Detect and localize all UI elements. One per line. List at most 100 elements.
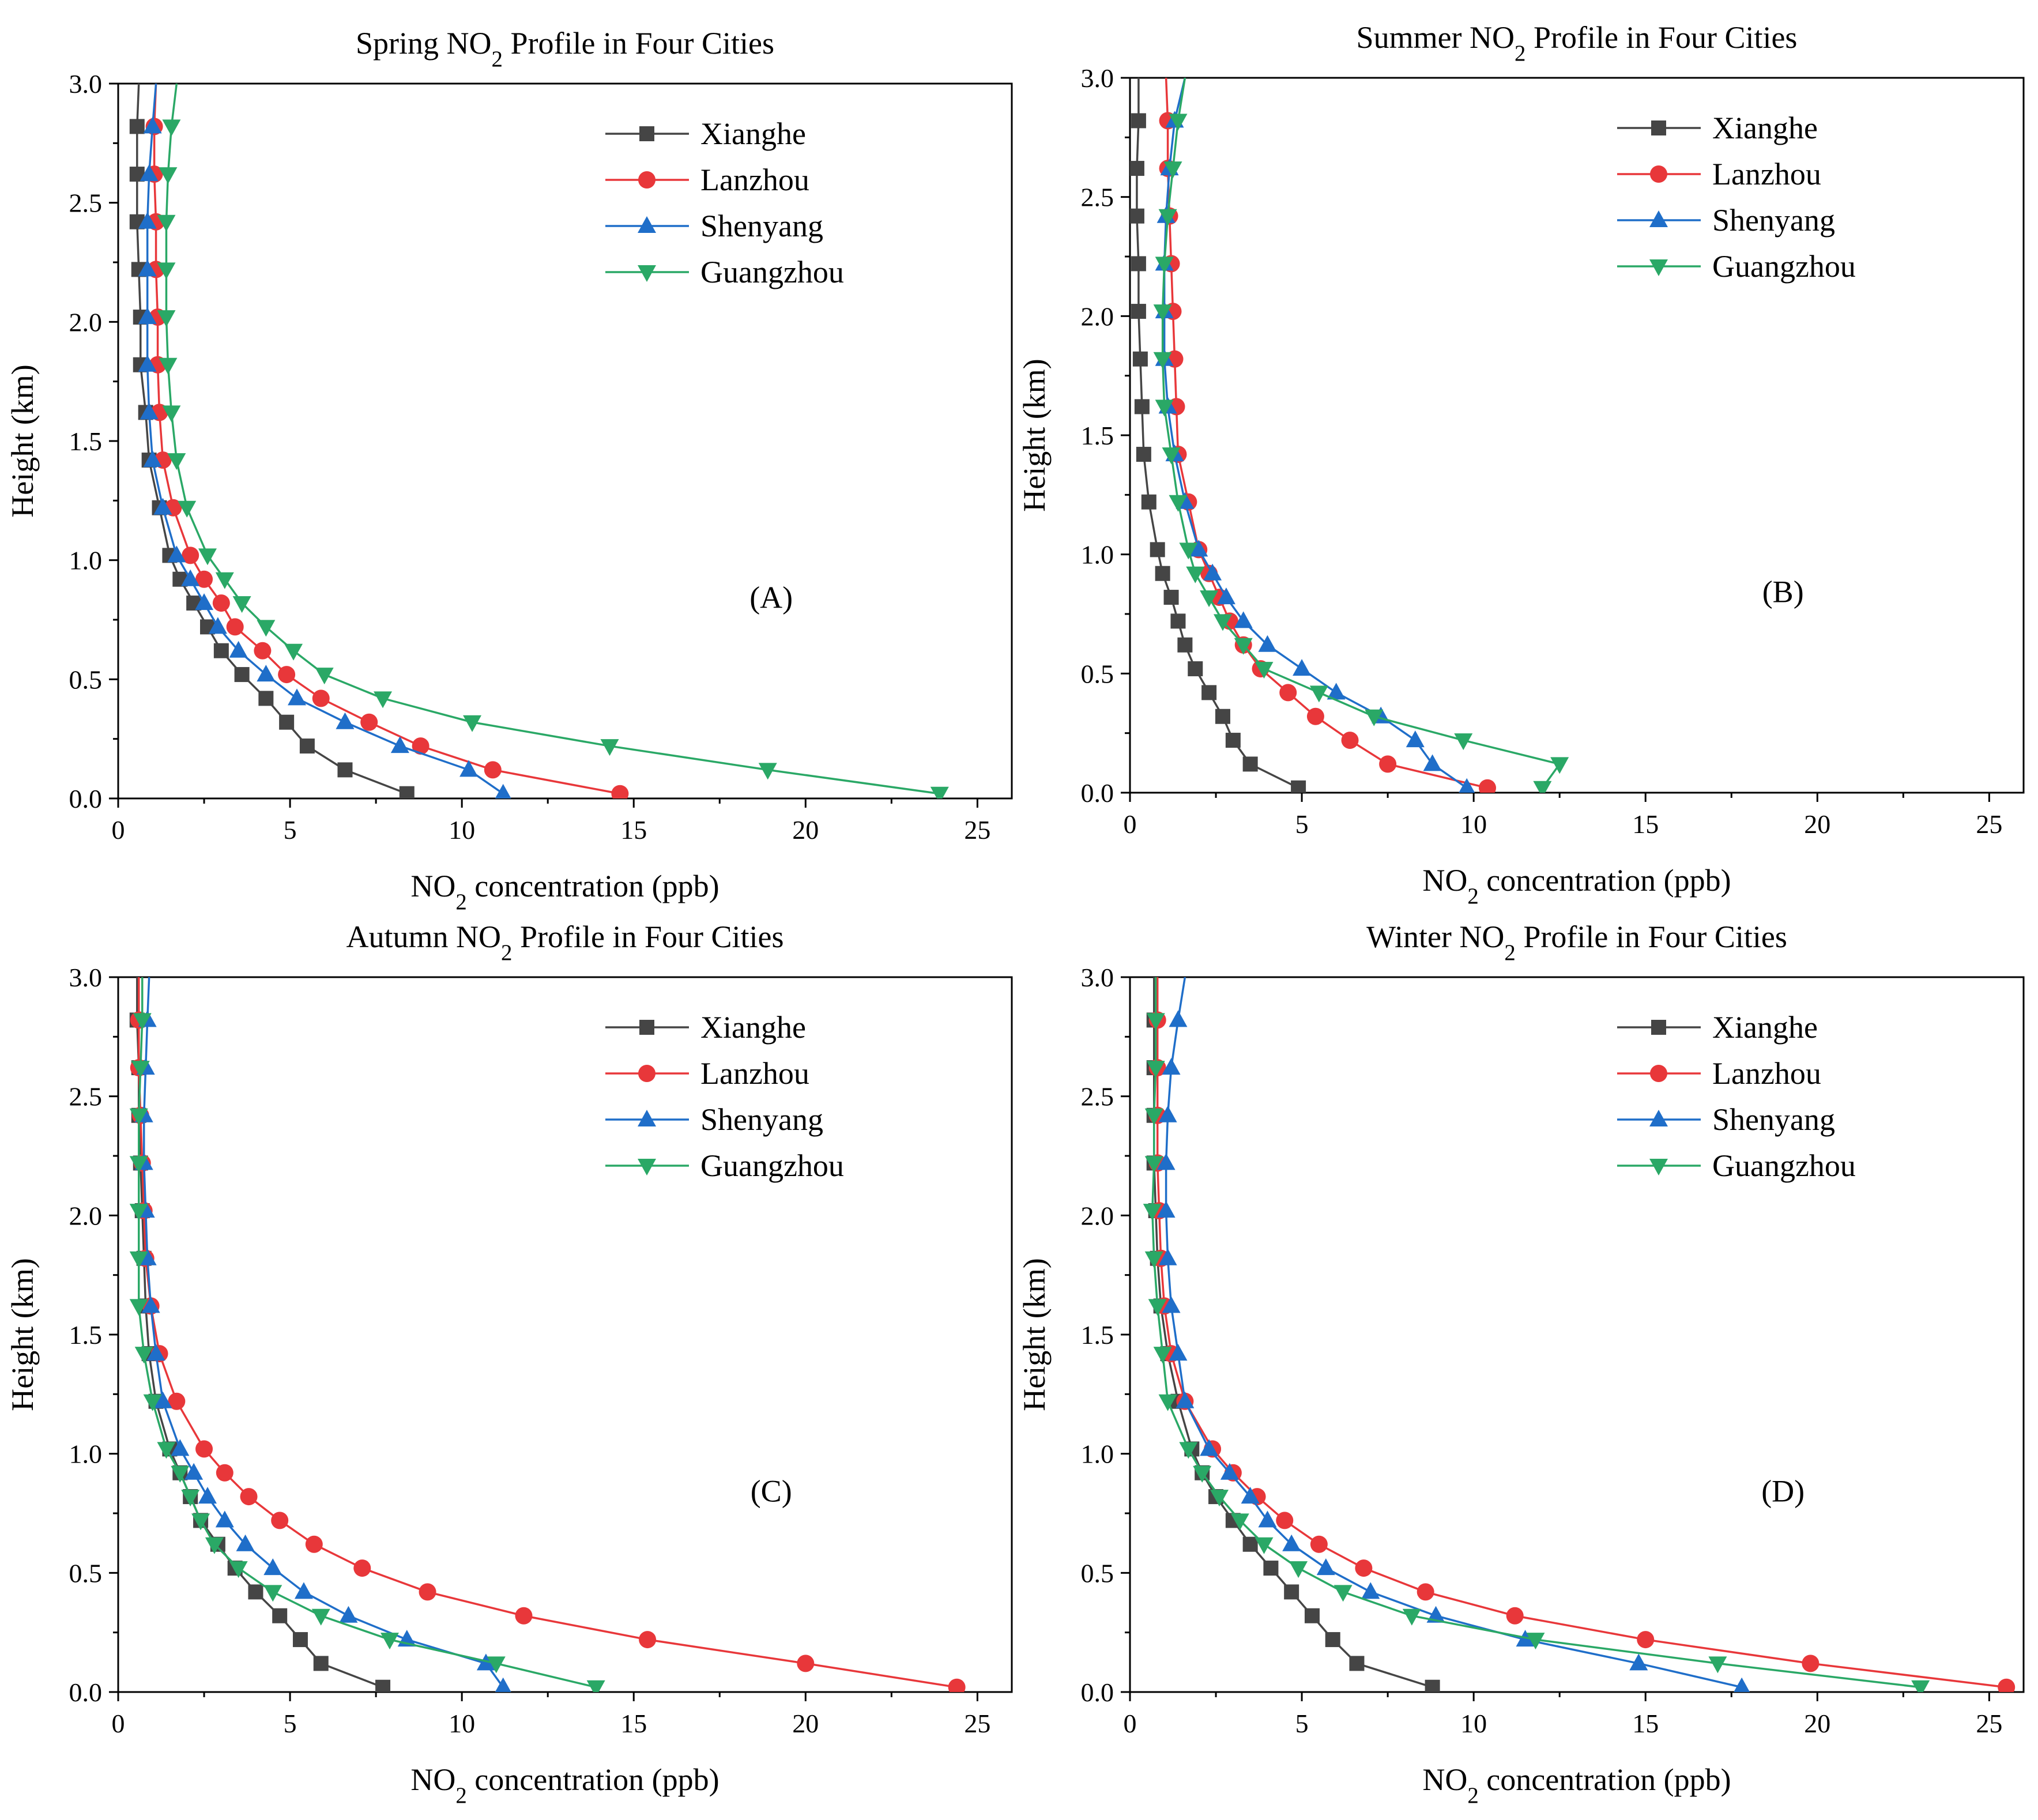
- data-point-lanzhou-d: [1998, 1678, 2016, 1692]
- series-lanzhou-a: [145, 84, 629, 798]
- x-tick-label-d: 10: [1460, 1709, 1487, 1738]
- x-tick-label-c: 5: [284, 1709, 297, 1738]
- panel-tag-b: (B): [1762, 574, 1804, 609]
- data-point-shenyang-a: [153, 498, 172, 515]
- data-point-lanzhou-c: [797, 1655, 815, 1672]
- data-point-guangzhou-a: [930, 786, 949, 798]
- data-point-lanzhou-c: [515, 1607, 533, 1625]
- legend-b: Xianghe Lanzhou Shenyang Guangzhou: [1617, 111, 1856, 284]
- x-axis-label-a: NO2 concentration (ppb): [410, 869, 719, 914]
- data-point-guangzhou-a: [159, 357, 178, 375]
- data-point-xianghe-b: [1131, 113, 1146, 129]
- data-point-shenyang-b: [1423, 754, 1442, 771]
- y-tick-label-d: 2.0: [1081, 1201, 1114, 1230]
- y-tick-label-a: 0.0: [69, 784, 103, 813]
- data-point-lanzhou-c: [948, 1678, 966, 1692]
- series-line-shenyang-d: [1165, 977, 1742, 1689]
- data-point-lanzhou-c: [419, 1583, 436, 1601]
- x-tick-label-c: 10: [449, 1709, 475, 1738]
- y-tick-label-c: 1.0: [69, 1440, 103, 1469]
- legend-label-lanzhou-b: Lanzhou: [1712, 157, 1821, 191]
- legend-d: Xianghe Lanzhou Shenyang Guangzhou: [1617, 1010, 1856, 1183]
- y-tick-label-d: 2.5: [1081, 1082, 1114, 1111]
- data-point-guangzhou-d: [1144, 1251, 1163, 1268]
- data-point-shenyang-b: [1293, 659, 1312, 676]
- data-point-guangzhou-b: [1179, 542, 1198, 560]
- legend-marker-shenyang-c: [638, 1110, 656, 1126]
- data-point-shenyang-c: [215, 1510, 234, 1528]
- legend-item-shenyang-d: Shenyang: [1617, 1102, 1835, 1137]
- data-point-guangzhou-c: [129, 1299, 148, 1316]
- data-point-guangzhou-b: [1155, 400, 1174, 417]
- legend-marker-xianghe-c: [639, 1020, 654, 1035]
- legend-item-xianghe-d: Xianghe: [1617, 1010, 1818, 1045]
- y-tick-label-a: 1.5: [69, 427, 103, 456]
- data-point-guangzhou-d: [1153, 1347, 1172, 1364]
- data-point-shenyang-d: [1316, 1558, 1335, 1576]
- legend-item-lanzhou-b: Lanzhou: [1617, 157, 1821, 191]
- data-point-xianghe-a: [299, 738, 315, 754]
- series-xianghe-b: [1130, 78, 1306, 793]
- data-point-guangzhou-a: [162, 119, 181, 137]
- x-tick-label-a: 5: [284, 815, 297, 845]
- chart-panel-b: Summer NO2 Profile in Four Cities 0 5 10 15 2…: [1017, 20, 2025, 909]
- data-point-shenyang-a: [459, 760, 479, 777]
- data-point-lanzhou-d: [1310, 1535, 1328, 1553]
- data-point-xianghe-c: [313, 1656, 329, 1671]
- legend-label-xianghe-a: Xianghe: [700, 116, 806, 151]
- x-tick-label-c: 0: [112, 1709, 125, 1738]
- legend-label-guangzhou-a: Guangzhou: [700, 255, 844, 289]
- data-point-guangzhou-a: [600, 739, 619, 756]
- data-point-lanzhou-a: [412, 737, 430, 755]
- legend-marker-shenyang-a: [638, 216, 656, 233]
- x-tick-label-a: 20: [792, 815, 819, 845]
- data-point-guangzhou-a: [162, 405, 181, 423]
- y-tick-label-c: 0.5: [69, 1558, 103, 1588]
- legend-item-lanzhou-c: Lanzhou: [605, 1056, 809, 1091]
- series-xianghe-c: [129, 977, 391, 1692]
- legend-marker-xianghe-d: [1651, 1020, 1666, 1035]
- legend-item-xianghe-c: Xianghe: [605, 1010, 806, 1045]
- panel-tag-c: (C): [751, 1474, 792, 1508]
- data-point-guangzhou-c: [129, 1251, 148, 1268]
- y-axis-label-c: Height (km): [5, 1258, 40, 1411]
- data-point-xianghe-b: [1225, 733, 1241, 748]
- y-tick-label-d: 1.5: [1081, 1320, 1114, 1350]
- legend-marker-lanzhou-a: [638, 171, 656, 189]
- legend-label-guangzhou-c: Guangzhou: [700, 1148, 844, 1183]
- data-point-guangzhou-b: [1162, 447, 1181, 465]
- data-point-guangzhou-d: [1179, 1442, 1198, 1459]
- data-point-guangzhou-c: [191, 1513, 210, 1531]
- data-point-shenyang-a: [138, 355, 157, 372]
- data-point-guangzhou-d: [1144, 1156, 1163, 1173]
- data-point-guangzhou-c: [133, 1013, 152, 1030]
- series-shenyang-c: [134, 977, 511, 1692]
- legend-item-shenyang-b: Shenyang: [1617, 203, 1835, 238]
- data-point-shenyang-a: [138, 259, 157, 277]
- y-tick-label-b: 0.5: [1081, 659, 1114, 688]
- x-tick-label-b: 25: [1976, 809, 2002, 839]
- data-point-lanzhou-d: [1506, 1607, 1524, 1625]
- data-point-xianghe-c: [248, 1584, 263, 1600]
- legend-item-guangzhou-b: Guangzhou: [1617, 249, 1856, 284]
- x-tick-label-a: 10: [449, 815, 475, 845]
- y-tick-label-a: 0.5: [69, 665, 103, 694]
- data-point-lanzhou-b: [1279, 684, 1297, 702]
- data-point-shenyang-c: [198, 1487, 217, 1504]
- data-point-xianghe-d: [1304, 1608, 1320, 1623]
- data-point-shenyang-a: [208, 617, 227, 634]
- y-axis-label-b: Height (km): [1017, 359, 1052, 511]
- data-point-guangzhou-a: [758, 763, 777, 780]
- data-point-guangzhou-a: [284, 643, 303, 661]
- data-point-guangzhou-b: [1200, 590, 1219, 608]
- data-point-shenyang-a: [167, 545, 186, 563]
- legend-marker-shenyang-d: [1649, 1110, 1668, 1126]
- data-point-lanzhou-c: [195, 1440, 213, 1458]
- data-point-lanzhou-d: [1802, 1655, 1819, 1672]
- data-point-guangzhou-c: [181, 1490, 200, 1507]
- data-point-shenyang-c: [339, 1606, 358, 1623]
- data-point-guangzhou-c: [171, 1465, 190, 1483]
- x-tick-label-a: 15: [620, 815, 647, 845]
- data-point-xianghe-a: [337, 762, 353, 778]
- data-point-lanzhou-d: [1417, 1583, 1434, 1601]
